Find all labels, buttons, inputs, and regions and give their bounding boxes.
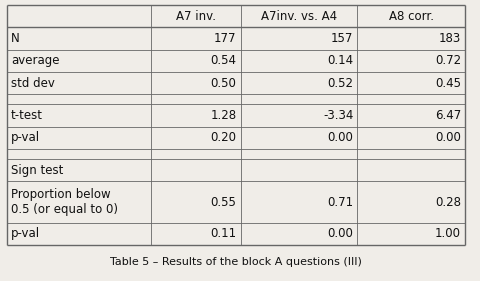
- Text: 0.52: 0.52: [327, 77, 353, 90]
- Text: N: N: [11, 32, 20, 45]
- Text: 0.54: 0.54: [211, 54, 237, 67]
- Text: 0.00: 0.00: [327, 227, 353, 240]
- Text: 0.55: 0.55: [211, 196, 237, 209]
- Text: 0.00: 0.00: [327, 131, 353, 144]
- Text: Proportion below
0.5 (or equal to 0): Proportion below 0.5 (or equal to 0): [11, 188, 118, 216]
- Text: std dev: std dev: [11, 77, 55, 90]
- Text: 0.14: 0.14: [327, 54, 353, 67]
- Text: 0.72: 0.72: [435, 54, 461, 67]
- Text: 1.28: 1.28: [210, 109, 237, 122]
- Text: 0.20: 0.20: [211, 131, 237, 144]
- Text: 0.11: 0.11: [210, 227, 237, 240]
- Text: 0.50: 0.50: [211, 77, 237, 90]
- Text: Table 5 – Results of the block A questions (III): Table 5 – Results of the block A questio…: [110, 257, 362, 267]
- Text: 6.47: 6.47: [435, 109, 461, 122]
- Text: Sign test: Sign test: [11, 164, 63, 177]
- Text: A8 corr.: A8 corr.: [389, 10, 434, 23]
- Text: -3.34: -3.34: [323, 109, 353, 122]
- Text: 0.28: 0.28: [435, 196, 461, 209]
- Text: A7inv. vs. A4: A7inv. vs. A4: [261, 10, 337, 23]
- Text: 177: 177: [214, 32, 237, 45]
- Text: t-test: t-test: [11, 109, 43, 122]
- Text: 0.45: 0.45: [435, 77, 461, 90]
- Text: 0.71: 0.71: [327, 196, 353, 209]
- Text: 1.00: 1.00: [435, 227, 461, 240]
- Text: p-val: p-val: [11, 131, 40, 144]
- Text: 157: 157: [331, 32, 353, 45]
- Text: average: average: [11, 54, 60, 67]
- Text: p-val: p-val: [11, 227, 40, 240]
- Text: 0.00: 0.00: [435, 131, 461, 144]
- Text: A7 inv.: A7 inv.: [176, 10, 216, 23]
- Text: 183: 183: [439, 32, 461, 45]
